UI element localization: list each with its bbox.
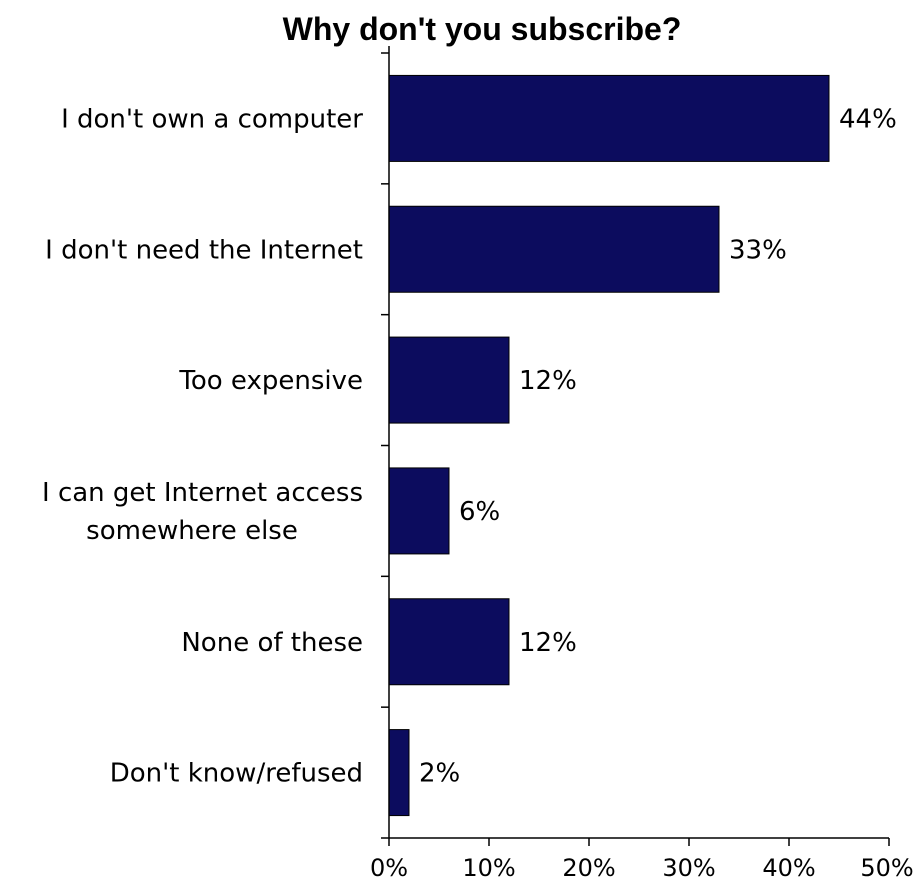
category-label: somewhere else [86,516,298,546]
x-tick-label: 30% [662,854,715,882]
category-label: I can get Internet access [42,478,363,508]
bar-value-label: 12% [519,628,577,658]
bar-value-label: 2% [419,759,460,789]
bar [388,205,720,293]
category-label: Don't know/refused [110,759,363,789]
x-tick-label: 50% [860,854,913,882]
bar [388,336,510,424]
x-tick-label: 20% [562,854,615,882]
bar-value-label: 12% [519,366,577,396]
category-label: None of these [181,628,363,658]
bar [388,729,410,817]
bar-value-label: 33% [729,235,787,265]
category-label: Too expensive [178,366,363,396]
bar [388,598,510,686]
category-label: I don't own a computer [61,104,363,134]
bars-group: 44% I don't own a computer 33% I don't need… [42,74,897,817]
category-label: I don't need the Internet [45,235,363,265]
x-tick-label: 40% [762,854,815,882]
bar-value-label: 44% [839,104,897,134]
bar-value-label: 6% [459,497,500,527]
chart-title: Why don't you subscribe? [283,11,682,47]
x-tick-label: 0% [370,854,408,882]
bar [388,74,830,162]
axes-group: 0% 10% 20% 30% 40% 50% [370,46,914,882]
x-tick-label: 10% [462,854,515,882]
bar [388,467,450,555]
